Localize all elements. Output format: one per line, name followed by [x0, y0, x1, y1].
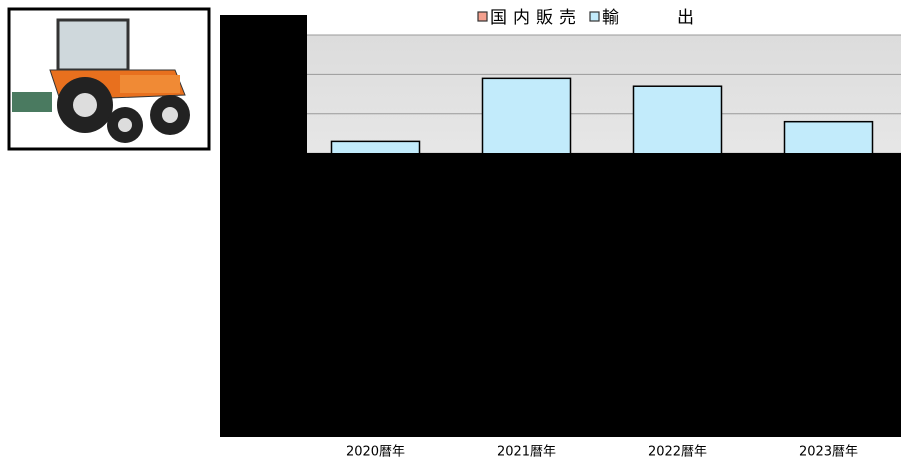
- legend-label: 輸出: [602, 8, 752, 28]
- redaction: [220, 153, 901, 437]
- legend-swatch: [589, 11, 600, 22]
- tractor-image: [7, 7, 211, 151]
- x-tick-label: 2022暦年: [648, 445, 707, 460]
- x-tick-label: 2020暦年: [346, 445, 405, 460]
- legend-label: 国内販売: [490, 8, 582, 28]
- legend-swatch: [477, 11, 488, 22]
- x-tick-label: 2023暦年: [799, 445, 858, 460]
- x-tick-label: 2021暦年: [497, 445, 556, 460]
